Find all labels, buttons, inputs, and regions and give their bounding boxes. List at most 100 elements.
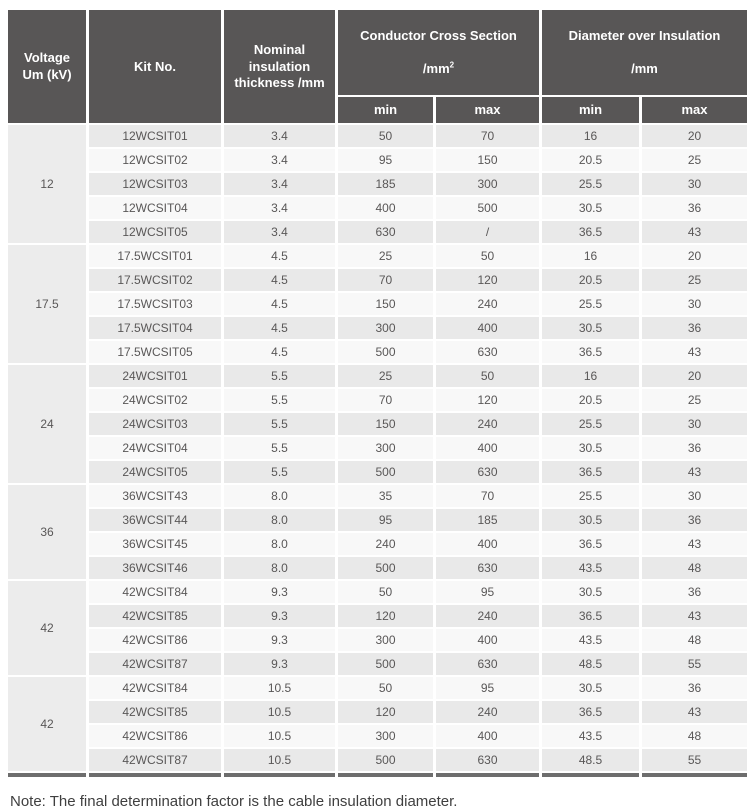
diameter-min-cell: 30.5 [542, 677, 639, 700]
cross-section-max-cell: 150 [436, 149, 539, 172]
insulation-thickness-cell: 3.4 [224, 125, 335, 148]
header-diameter-max: max [642, 97, 747, 124]
header-kit-no: Kit No. [89, 10, 221, 124]
cross-section-max-cell: 630 [436, 341, 539, 364]
diameter-max-cell: 36 [642, 581, 747, 604]
diameter-min-cell: 43.5 [542, 725, 639, 748]
diameter-max-cell: 55 [642, 653, 747, 676]
kit-no-cell: 17.5WCSIT02 [89, 269, 221, 292]
diameter-max-cell: 48 [642, 629, 747, 652]
insulation-thickness-cell: 10.5 [224, 701, 335, 724]
cross-section-max-cell: 185 [436, 509, 539, 532]
kit-no-cell: 42WCSIT85 [89, 701, 221, 724]
kit-no-cell: 24WCSIT01 [89, 365, 221, 388]
table-row: 36 36WCSIT43 8.0 35 70 25.5 30 [8, 485, 747, 580]
table-row: 17.5WCSIT04 4.5 300 400 30.5 36 [8, 317, 747, 340]
table-row: 42WCSIT86 10.5 300 400 43.5 48 [8, 725, 747, 748]
diameter-min-cell: 36.5 [542, 701, 639, 724]
diameter-max-cell: 30 [642, 485, 747, 508]
table-row: 42WCSIT87 9.3 500 630 48.5 55 [8, 653, 747, 676]
table-row: 24WCSIT02 5.5 70 120 20.5 25 [8, 389, 747, 412]
cross-section-max-cell: 400 [436, 629, 539, 652]
insulation-thickness-cell: 3.4 [224, 149, 335, 172]
kit-no-cell: 24WCSIT04 [89, 437, 221, 460]
squared-exponent: 2 [449, 60, 455, 70]
insulation-thickness-cell: 3.4 [224, 197, 335, 220]
insulation-thickness-cell: 5.5 [224, 413, 335, 436]
kit-no-cell: 42WCSIT86 [89, 629, 221, 652]
insulation-thickness-cell: 10.5 [224, 677, 335, 700]
insulation-thickness-cell: 5.5 [224, 437, 335, 460]
cross-section-min-cell: 50 [338, 677, 433, 700]
bottom-bar-row [8, 773, 747, 778]
kit-no-cell: 42WCSIT87 [89, 749, 221, 772]
cross-section-min-cell: 300 [338, 725, 433, 748]
cross-section-max-cell: 400 [436, 437, 539, 460]
insulation-thickness-cell: 9.3 [224, 653, 335, 676]
insulation-thickness-cell: 9.3 [224, 581, 335, 604]
cross-section-min-cell: 95 [338, 509, 433, 532]
insulation-thickness-cell: 3.4 [224, 173, 335, 196]
cross-section-max-cell: 400 [436, 533, 539, 556]
table-row: 42 42WCSIT84 9.3 50 95 30.5 36 [8, 581, 747, 676]
kit-no-cell: 36WCSIT43 [89, 485, 221, 508]
cross-section-min-cell: 70 [338, 389, 433, 412]
cross-section-max-cell: 400 [436, 725, 539, 748]
kit-no-cell: 24WCSIT03 [89, 413, 221, 436]
cross-section-min-cell: 70 [338, 269, 433, 292]
insulation-thickness-cell: 9.3 [224, 605, 335, 628]
cross-section-min-cell: 25 [338, 365, 433, 388]
table-header: Voltage Um (kV) Kit No. Nominal insulati… [8, 10, 747, 124]
diameter-min-cell: 20.5 [542, 389, 639, 412]
diameter-max-cell: 20 [642, 365, 747, 388]
cross-section-max-cell: 630 [436, 749, 539, 772]
table-body: 12 12WCSIT01 3.4 50 70 16 20 12WCSIT02 3.4 95 150 2… [8, 125, 747, 772]
table-row: 24WCSIT04 5.5 300 400 30.5 36 [8, 437, 747, 460]
kit-no-cell: 42WCSIT84 [89, 677, 221, 700]
diameter-max-cell: 36 [642, 437, 747, 460]
diameter-min-cell: 30.5 [542, 581, 639, 604]
diameter-max-cell: 43 [642, 461, 747, 484]
cross-section-min-cell: 150 [338, 413, 433, 436]
diameter-min-cell: 30.5 [542, 437, 639, 460]
table-row: 42WCSIT86 9.3 300 400 43.5 48 [8, 629, 747, 652]
table-row: 42WCSIT85 10.5 120 240 36.5 43 [8, 701, 747, 724]
diameter-min-cell: 20.5 [542, 269, 639, 292]
diameter-min-cell: 30.5 [542, 317, 639, 340]
diameter-min-cell: 36.5 [542, 533, 639, 556]
diameter-max-cell: 30 [642, 173, 747, 196]
diameter-min-cell: 48.5 [542, 749, 639, 772]
cross-section-max-cell: 95 [436, 581, 539, 604]
cross-section-min-cell: 400 [338, 197, 433, 220]
insulation-thickness-cell: 10.5 [224, 725, 335, 748]
diameter-min-cell: 16 [542, 245, 639, 268]
diameter-min-cell: 43.5 [542, 629, 639, 652]
cross-section-min-cell: 630 [338, 221, 433, 244]
cross-section-max-cell: 50 [436, 245, 539, 268]
header-diameter-min: min [542, 97, 639, 124]
diameter-max-cell: 43 [642, 221, 747, 244]
bottom-bar-segment [642, 773, 747, 778]
diameter-max-cell: 36 [642, 677, 747, 700]
diameter-min-cell: 25.5 [542, 413, 639, 436]
insulation-thickness-cell: 3.4 [224, 221, 335, 244]
cross-section-min-cell: 500 [338, 341, 433, 364]
kit-selection-table: Voltage Um (kV) Kit No. Nominal insulati… [5, 8, 750, 779]
table-row: 17.5WCSIT02 4.5 70 120 20.5 25 [8, 269, 747, 292]
cross-section-max-cell: 500 [436, 197, 539, 220]
diameter-max-cell: 43 [642, 533, 747, 556]
insulation-thickness-cell: 4.5 [224, 245, 335, 268]
header-diameter-over-insulation-unit: /mm [631, 60, 658, 76]
insulation-thickness-cell: 8.0 [224, 533, 335, 556]
kit-no-cell: 36WCSIT46 [89, 557, 221, 580]
cross-section-max-cell: 400 [436, 317, 539, 340]
voltage-group-cell: 42 [8, 581, 86, 676]
kit-no-cell: 17.5WCSIT03 [89, 293, 221, 316]
kit-no-cell: 12WCSIT01 [89, 125, 221, 148]
diameter-max-cell: 25 [642, 389, 747, 412]
voltage-group-cell: 24 [8, 365, 86, 484]
table-row: 24WCSIT03 5.5 150 240 25.5 30 [8, 413, 747, 436]
table-row: 12WCSIT04 3.4 400 500 30.5 36 [8, 197, 747, 220]
cross-section-min-cell: 150 [338, 293, 433, 316]
